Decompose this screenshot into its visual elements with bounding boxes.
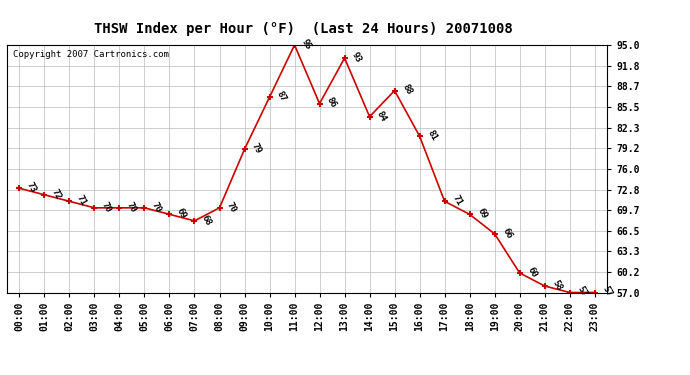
Text: 66: 66 xyxy=(500,226,513,240)
Text: 88: 88 xyxy=(400,83,413,97)
Text: 58: 58 xyxy=(550,278,564,292)
Text: 71: 71 xyxy=(75,194,88,207)
Text: 71: 71 xyxy=(450,194,464,207)
Text: 68: 68 xyxy=(200,213,213,227)
Text: Copyright 2007 Cartronics.com: Copyright 2007 Cartronics.com xyxy=(13,50,169,59)
Text: 81: 81 xyxy=(425,129,438,142)
Text: 93: 93 xyxy=(350,50,364,64)
Text: 95: 95 xyxy=(300,38,313,51)
Text: 84: 84 xyxy=(375,109,388,123)
Text: 86: 86 xyxy=(325,96,338,110)
Text: 73: 73 xyxy=(25,181,38,195)
Text: 72: 72 xyxy=(50,187,63,201)
Text: 70: 70 xyxy=(100,200,113,214)
Text: 79: 79 xyxy=(250,142,264,155)
Text: 87: 87 xyxy=(275,90,288,103)
Text: 69: 69 xyxy=(175,207,188,220)
Text: 70: 70 xyxy=(150,200,164,214)
Text: 60: 60 xyxy=(525,266,538,279)
Text: 69: 69 xyxy=(475,207,489,220)
Text: 57: 57 xyxy=(575,285,589,298)
Text: THSW Index per Hour (°F)  (Last 24 Hours) 20071008: THSW Index per Hour (°F) (Last 24 Hours)… xyxy=(95,22,513,36)
Text: 70: 70 xyxy=(225,200,238,214)
Text: 57: 57 xyxy=(600,285,613,298)
Text: 70: 70 xyxy=(125,200,138,214)
